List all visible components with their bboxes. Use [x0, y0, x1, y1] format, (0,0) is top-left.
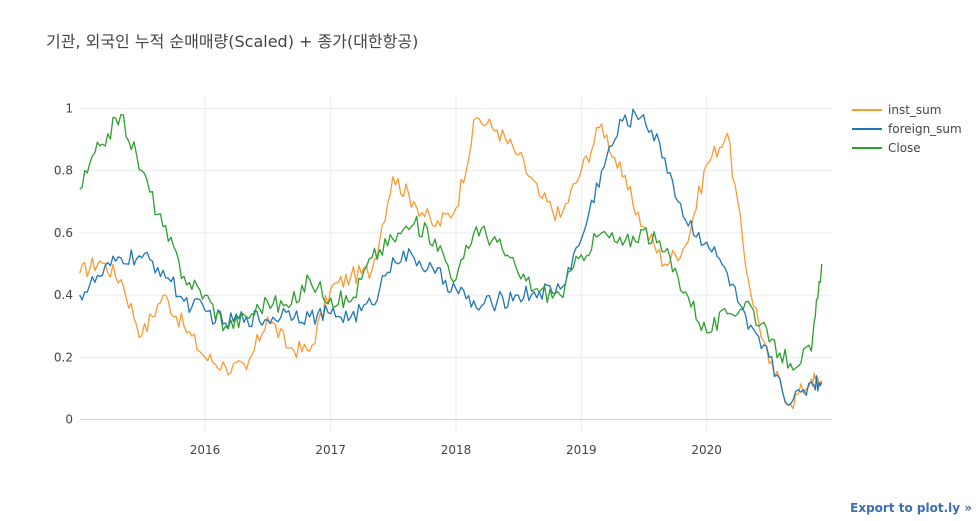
grid: [80, 96, 832, 432]
legend-label: Close: [888, 141, 921, 155]
export-link[interactable]: Export to plot.ly »: [850, 501, 972, 515]
legend-item-inst-sum[interactable]: inst_sum: [852, 103, 941, 117]
legend[interactable]: inst_sum foreign_sum Close: [852, 103, 962, 155]
legend-item-close[interactable]: Close: [852, 141, 921, 155]
chart-title: 기관, 외국인 누적 순매매량(Scaled) + 종가(대한항공): [46, 32, 419, 51]
series-line-close: [79, 114, 823, 371]
legend-label: foreign_sum: [888, 122, 962, 136]
y-tick-label: 0: [65, 413, 73, 427]
y-tick-label: 0.2: [54, 350, 73, 364]
series-line-inst-sum: [79, 117, 823, 410]
x-tick-label: 2018: [441, 443, 472, 457]
x-tick-label: 2019: [566, 443, 597, 457]
series-lines: [79, 108, 823, 410]
y-tick-label: 0.4: [54, 288, 73, 302]
series-line-foreign-sum: [79, 108, 823, 406]
axes: 0 0.2 0.4 0.6 0.8 1 2016 2017 2018 2019 2020: [54, 101, 832, 457]
legend-label: inst_sum: [888, 103, 941, 117]
y-tick-label: 0.8: [54, 164, 73, 178]
y-tick-label: 1: [65, 101, 73, 115]
legend-item-foreign-sum[interactable]: foreign_sum: [852, 122, 962, 136]
x-tick-label: 2017: [315, 443, 346, 457]
x-tick-label: 2016: [190, 443, 221, 457]
y-tick-label: 0.6: [54, 226, 73, 240]
x-tick-label: 2020: [691, 443, 722, 457]
